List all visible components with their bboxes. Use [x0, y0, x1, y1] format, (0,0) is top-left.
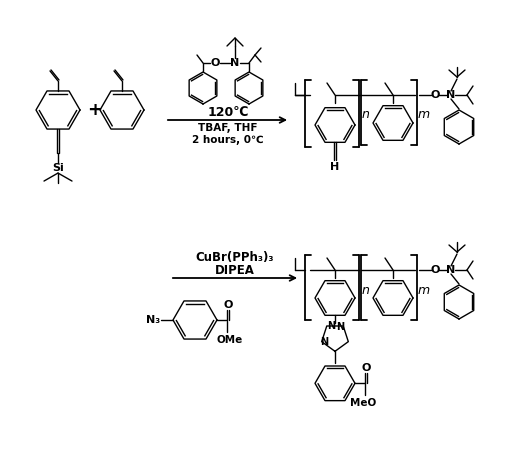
Text: +: +: [87, 101, 102, 119]
Text: TBAF, THF: TBAF, THF: [198, 123, 258, 133]
Text: 2 hours, 0℃: 2 hours, 0℃: [192, 135, 264, 145]
Text: N: N: [446, 265, 456, 275]
Text: O: O: [210, 58, 220, 68]
Text: n: n: [362, 108, 370, 122]
Text: DIPEA: DIPEA: [215, 264, 255, 276]
Text: N: N: [326, 321, 335, 331]
Text: N₃: N₃: [146, 315, 160, 325]
Text: n: n: [362, 284, 370, 296]
Text: O: O: [430, 265, 440, 275]
Text: m: m: [418, 108, 430, 122]
Text: O: O: [430, 90, 440, 100]
Text: MeO: MeO: [350, 399, 376, 408]
Text: O: O: [361, 363, 370, 373]
Text: H: H: [330, 162, 340, 172]
Text: OMe: OMe: [217, 335, 243, 345]
Text: N: N: [231, 58, 240, 68]
Text: N: N: [446, 90, 456, 100]
Text: N: N: [321, 337, 329, 347]
Text: Si: Si: [52, 163, 64, 173]
Text: N: N: [336, 322, 344, 332]
Text: O: O: [223, 300, 233, 310]
Text: CuBr(PPh₃)₃: CuBr(PPh₃)₃: [196, 250, 274, 264]
Text: 120℃: 120℃: [207, 106, 249, 120]
Text: m: m: [418, 284, 430, 296]
